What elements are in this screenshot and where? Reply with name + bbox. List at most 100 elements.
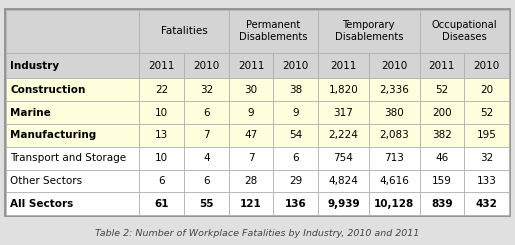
- Bar: [184, 101, 229, 124]
- Text: 52: 52: [435, 85, 449, 95]
- Bar: [369, 53, 420, 78]
- Text: 9: 9: [293, 108, 299, 118]
- Text: 7: 7: [203, 130, 210, 140]
- Bar: [420, 124, 464, 147]
- Text: Table 2: Number of Workplace Fatalities by Industry, 2010 and 2011: Table 2: Number of Workplace Fatalities …: [95, 230, 420, 238]
- Bar: [6, 10, 140, 53]
- Bar: [420, 192, 464, 215]
- Bar: [229, 170, 273, 192]
- Text: 2,224: 2,224: [329, 130, 358, 140]
- Text: 2010: 2010: [283, 61, 308, 71]
- Bar: [6, 170, 140, 192]
- Text: Manufacturing: Manufacturing: [10, 130, 96, 140]
- Text: 382: 382: [432, 130, 452, 140]
- Text: 195: 195: [476, 130, 496, 140]
- Text: 2011: 2011: [330, 61, 356, 71]
- Bar: [6, 78, 140, 101]
- Bar: [6, 124, 140, 147]
- Text: 32: 32: [200, 85, 213, 95]
- Bar: [229, 53, 273, 78]
- Bar: [273, 78, 318, 101]
- Text: 4,824: 4,824: [329, 176, 358, 186]
- Text: 47: 47: [244, 130, 258, 140]
- Bar: [369, 101, 420, 124]
- Bar: [420, 78, 464, 101]
- Bar: [6, 53, 140, 78]
- Bar: [464, 170, 509, 192]
- Text: Construction: Construction: [10, 85, 85, 95]
- Bar: [318, 53, 369, 78]
- Bar: [318, 170, 369, 192]
- Text: 4: 4: [203, 153, 210, 163]
- Bar: [273, 192, 318, 215]
- Bar: [6, 101, 140, 124]
- Text: 29: 29: [289, 176, 302, 186]
- Bar: [229, 124, 273, 147]
- Bar: [420, 170, 464, 192]
- Text: 136: 136: [285, 199, 306, 209]
- Text: 121: 121: [240, 199, 262, 209]
- Bar: [420, 10, 509, 53]
- Bar: [184, 170, 229, 192]
- Bar: [464, 147, 509, 170]
- Text: 2,083: 2,083: [379, 130, 409, 140]
- Bar: [464, 53, 509, 78]
- Text: 30: 30: [245, 85, 258, 95]
- Bar: [318, 78, 369, 101]
- Bar: [273, 101, 318, 124]
- Bar: [420, 147, 464, 170]
- Bar: [140, 101, 184, 124]
- Bar: [184, 192, 229, 215]
- Bar: [420, 101, 464, 124]
- Text: 200: 200: [432, 108, 452, 118]
- Bar: [184, 78, 229, 101]
- Bar: [184, 53, 229, 78]
- Text: 1,820: 1,820: [329, 85, 358, 95]
- Text: 2011: 2011: [148, 61, 175, 71]
- Bar: [318, 101, 369, 124]
- Bar: [318, 124, 369, 147]
- Text: 2011: 2011: [428, 61, 455, 71]
- Text: 9: 9: [248, 108, 254, 118]
- Bar: [318, 192, 369, 215]
- Bar: [318, 10, 420, 53]
- Text: 13: 13: [155, 130, 168, 140]
- Text: 713: 713: [384, 153, 404, 163]
- Bar: [273, 53, 318, 78]
- Bar: [140, 10, 229, 53]
- Text: 54: 54: [289, 130, 302, 140]
- Text: 38: 38: [289, 85, 302, 95]
- Text: 7: 7: [248, 153, 254, 163]
- Text: 52: 52: [480, 108, 493, 118]
- Bar: [229, 78, 273, 101]
- Bar: [273, 124, 318, 147]
- Text: 380: 380: [384, 108, 404, 118]
- Bar: [229, 10, 318, 53]
- Text: 4,616: 4,616: [379, 176, 409, 186]
- Bar: [140, 53, 184, 78]
- Text: 2010: 2010: [193, 61, 219, 71]
- Bar: [140, 78, 184, 101]
- Bar: [140, 124, 184, 147]
- Bar: [464, 101, 509, 124]
- Text: 10: 10: [155, 153, 168, 163]
- Text: All Sectors: All Sectors: [10, 199, 74, 209]
- Bar: [464, 192, 509, 215]
- Text: 32: 32: [480, 153, 493, 163]
- Bar: [229, 192, 273, 215]
- Text: 20: 20: [480, 85, 493, 95]
- Bar: [369, 170, 420, 192]
- Bar: [464, 78, 509, 101]
- Text: Other Sectors: Other Sectors: [10, 176, 82, 186]
- Text: 6: 6: [203, 108, 210, 118]
- Bar: [369, 147, 420, 170]
- Text: 754: 754: [333, 153, 353, 163]
- Text: Occupational
Diseases: Occupational Diseases: [432, 20, 497, 42]
- Bar: [140, 147, 184, 170]
- Text: 22: 22: [155, 85, 168, 95]
- Text: 159: 159: [432, 176, 452, 186]
- Text: 6: 6: [293, 153, 299, 163]
- Text: 432: 432: [475, 199, 497, 209]
- Bar: [273, 170, 318, 192]
- Bar: [140, 192, 184, 215]
